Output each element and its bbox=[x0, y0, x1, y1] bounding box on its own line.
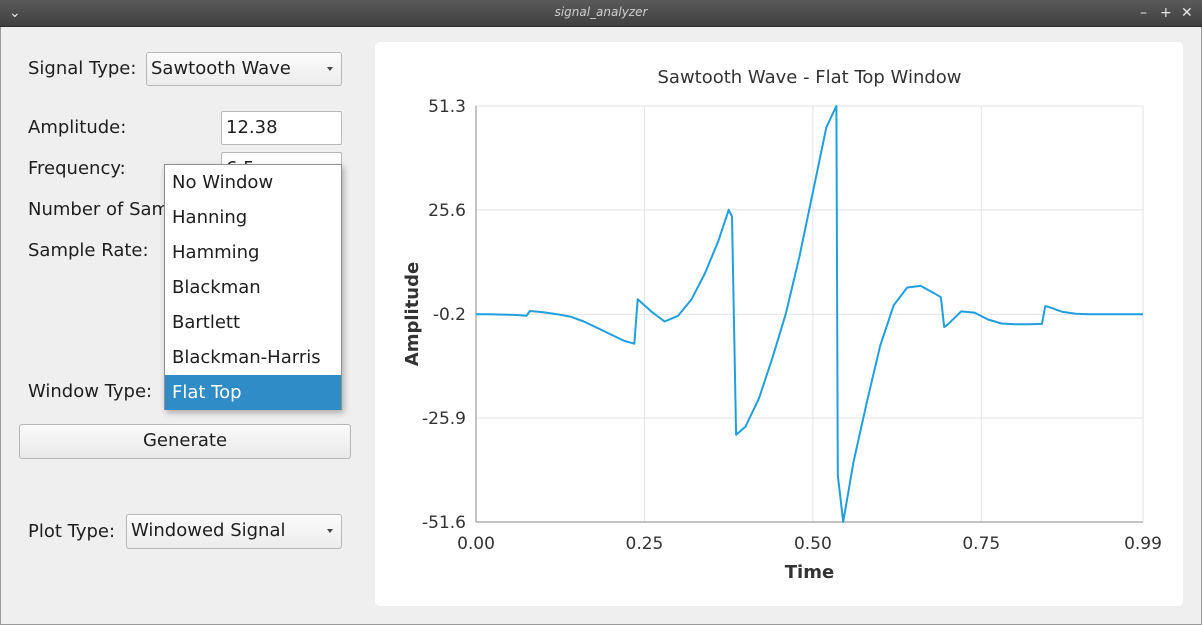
sample-rate-label: Sample Rate: bbox=[28, 240, 149, 261]
chart-panel: 0.00 0.25 0.50 0.75 0.99 51.3 25.6 -0.2 -25.9 -51… bbox=[375, 42, 1183, 606]
title-bar: ⌄ signal_analyzer – + ✕ bbox=[0, 0, 1202, 27]
window-option-flat-top[interactable]: Flat Top bbox=[165, 375, 341, 410]
y-tick-label: -51.6 bbox=[422, 513, 466, 533]
window-option-no-window[interactable]: No Window bbox=[172, 172, 274, 193]
signal-type-label: Signal Type: bbox=[28, 58, 137, 79]
close-icon[interactable]: ✕ bbox=[1181, 5, 1193, 21]
x-tick-label: 0.25 bbox=[626, 534, 664, 554]
y-tick-label: 25.6 bbox=[428, 201, 466, 221]
y-tick-label: 51.3 bbox=[428, 97, 466, 117]
window-type-label: Window Type: bbox=[28, 381, 153, 402]
signal-chart: 0.00 0.25 0.50 0.75 0.99 51.3 25.6 -0.2 -25.9 -51… bbox=[402, 67, 1162, 583]
window-option-hamming[interactable]: Hamming bbox=[172, 242, 260, 263]
amplitude-input[interactable]: 12.38 bbox=[221, 111, 342, 145]
chart-title: Sawtooth Wave - Flat Top Window bbox=[657, 67, 961, 88]
x-tick-label: 0.00 bbox=[457, 534, 495, 554]
x-tick-label: 0.99 bbox=[1124, 534, 1162, 554]
amplitude-label: Amplitude: bbox=[28, 117, 127, 138]
chevron-down-icon[interactable]: ⌄ bbox=[9, 5, 21, 21]
window-title: signal_analyzer bbox=[554, 5, 648, 19]
window-option-blackman-harris[interactable]: Blackman-Harris bbox=[172, 347, 321, 368]
window-type-dropdown[interactable]: No Window Hanning Hamming Blackman Bartl… bbox=[164, 164, 342, 410]
x-axis-label: Time bbox=[785, 562, 834, 583]
signal-type-combo[interactable]: Sawtooth Wave bbox=[146, 52, 342, 86]
generate-button[interactable]: Generate bbox=[19, 424, 351, 459]
y-tick-label: -0.2 bbox=[433, 305, 466, 325]
y-tick-label: -25.9 bbox=[422, 409, 466, 429]
maximize-icon[interactable]: + bbox=[1160, 5, 1172, 21]
x-tick-label: 0.50 bbox=[794, 534, 832, 554]
window-option-hanning[interactable]: Hanning bbox=[172, 207, 248, 228]
window-option-bartlett[interactable]: Bartlett bbox=[172, 312, 241, 333]
plot-type-value: Windowed Signal bbox=[131, 520, 286, 541]
x-tick-label: 0.75 bbox=[962, 534, 1000, 554]
chevron-down-icon bbox=[327, 529, 333, 533]
y-axis-label: Amplitude bbox=[402, 262, 423, 366]
series-line bbox=[476, 105, 1143, 523]
signal-type-value: Sawtooth Wave bbox=[151, 58, 291, 79]
frequency-label: Frequency: bbox=[28, 158, 126, 179]
window-option-blackman[interactable]: Blackman bbox=[172, 277, 261, 298]
minimize-icon[interactable]: – bbox=[1140, 5, 1147, 21]
plot-type-combo[interactable]: Windowed Signal bbox=[126, 514, 342, 549]
chevron-down-icon bbox=[327, 67, 333, 71]
plot-type-label: Plot Type: bbox=[28, 521, 116, 542]
